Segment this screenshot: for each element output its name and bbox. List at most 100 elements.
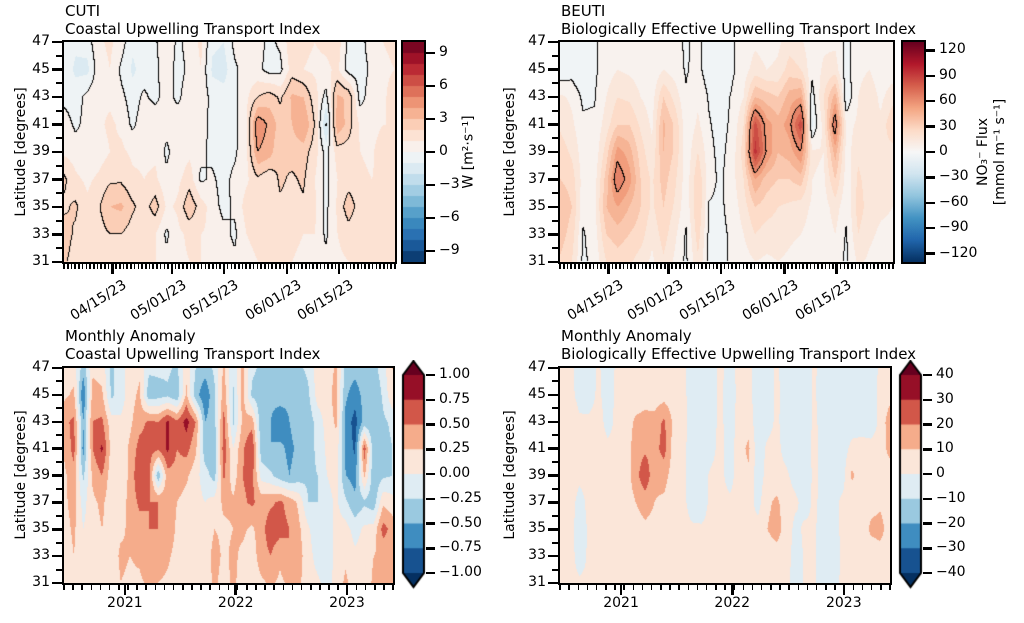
x-minor-tick-mark (660, 264, 662, 269)
x-minor-tick-mark (245, 585, 248, 590)
x-minor-tick-mark (154, 585, 157, 590)
x-tick-label: 06/15/23 (792, 277, 855, 324)
y-tick-label: 43 (32, 412, 50, 429)
x-minor-tick-mark (723, 264, 726, 269)
y-minor-tick-mark (552, 219, 558, 222)
y-minor-tick-mark (56, 514, 62, 517)
x-minor-tick-mark (641, 264, 644, 269)
x-minor-tick-mark (237, 264, 240, 269)
x-minor-tick-mark (869, 264, 872, 269)
colorbar-tick-mark (923, 373, 932, 377)
x-minor-tick-mark (809, 264, 812, 269)
x-minor-tick-mark (570, 264, 573, 269)
x-minor-tick-mark (383, 264, 385, 269)
y-tick-mark (548, 150, 558, 154)
x-minor-tick-mark (834, 585, 836, 590)
x-minor-tick-mark (770, 585, 772, 590)
colorbar-tick-mark (426, 448, 435, 451)
x-minor-tick-mark (392, 585, 394, 590)
y-tick-mark (548, 501, 558, 504)
colorbar-tick-mark (426, 423, 435, 426)
y-tick-mark (52, 233, 62, 236)
x-minor-tick-mark (267, 264, 270, 269)
y-tick-label: 43 (528, 412, 546, 429)
colorbar-tick-mark (426, 497, 435, 500)
y-minor-tick-mark (56, 54, 62, 57)
x-minor-tick-mark (697, 264, 700, 269)
colorbar-tick-label: −40 (936, 564, 966, 580)
x-minor-tick-mark (167, 264, 169, 269)
x-minor-tick-mark (118, 264, 121, 269)
y-minor-tick-mark (56, 568, 62, 571)
beuti-colorbar-canvas (903, 42, 924, 262)
x-minor-tick-mark (611, 264, 614, 269)
y-minor-tick-mark (56, 487, 62, 490)
y-minor-tick-mark (552, 434, 558, 437)
y-tick-mark (548, 68, 558, 71)
colorbar-tick-mark (926, 252, 935, 255)
x-minor-tick-mark (862, 264, 864, 269)
x-minor-tick-mark (637, 264, 640, 269)
x-minor-tick-mark (562, 264, 565, 269)
x-minor-tick-mark (821, 264, 823, 269)
x-tick-mark (170, 264, 174, 274)
x-minor-tick-mark (884, 264, 887, 269)
y-tick-mark (548, 447, 558, 450)
x-minor-tick-mark (219, 264, 221, 269)
y-minor-tick-mark (552, 568, 558, 571)
colorbar-tick-label: 90 (939, 66, 957, 83)
x-tick-mark (667, 264, 670, 274)
y-minor-tick-mark (552, 82, 558, 85)
y-tick-mark (548, 123, 558, 126)
x-minor-tick-mark (72, 585, 74, 590)
y-tick-label: 41 (32, 439, 50, 456)
y-tick-mark (548, 40, 558, 44)
colorbar-tick-mark (926, 176, 935, 179)
y-tick-mark (52, 447, 62, 450)
x-minor-tick-mark (130, 264, 132, 269)
y-tick-mark (548, 528, 558, 531)
x-minor-tick-mark (768, 264, 771, 269)
x-tick-label: 06/01/23 (242, 277, 305, 324)
x-minor-tick-mark (797, 585, 800, 590)
x-minor-tick-mark (191, 585, 193, 590)
x-minor-tick-mark (122, 264, 125, 269)
colorbar-tick-mark (426, 84, 435, 88)
colorbar-tick-mark (923, 448, 932, 451)
x-minor-tick-mark (245, 264, 248, 269)
colorbar-tick-mark (426, 547, 435, 550)
x-minor-tick-mark (577, 264, 580, 269)
x-minor-tick-mark (193, 264, 195, 269)
x-minor-tick-mark (252, 264, 255, 269)
x-minor-tick-mark (596, 264, 599, 269)
x-minor-tick-mark (585, 264, 587, 269)
colorbar-tick-label: 0 (939, 143, 948, 159)
x-minor-tick-mark (345, 264, 348, 269)
x-minor-tick-mark (671, 264, 674, 269)
x-minor-tick-mark (309, 585, 312, 590)
plot-area (558, 40, 895, 264)
x-minor-tick-mark (278, 264, 281, 269)
x-tick-mark (619, 585, 623, 595)
x-minor-tick-mark (174, 264, 177, 269)
colorbar-tick-label: −3 (439, 176, 460, 192)
colorbar-label: W [m²·s⁻¹] (460, 115, 477, 189)
x-minor-tick-mark (802, 264, 804, 269)
colorbar-tick-mark (926, 49, 935, 52)
y-tick-mark (548, 233, 558, 236)
cuti-colorbar-canvas (403, 42, 424, 262)
x-tick-mark (222, 264, 226, 274)
x-minor-tick-mark (275, 264, 277, 269)
y-minor-tick-mark (56, 164, 62, 167)
x-minor-tick-mark (847, 264, 849, 269)
x-minor-tick-mark (568, 585, 570, 590)
x-minor-tick-mark (99, 585, 102, 590)
x-minor-tick-mark (264, 585, 266, 590)
x-minor-tick-mark (300, 585, 303, 590)
x-minor-tick-mark (118, 585, 120, 590)
x-minor-tick-mark (342, 264, 344, 269)
colorbar-tick-label: −10 (936, 489, 966, 506)
y-minor-tick-mark (552, 514, 558, 517)
x-minor-tick-mark (622, 264, 625, 269)
plot-area (62, 366, 395, 585)
